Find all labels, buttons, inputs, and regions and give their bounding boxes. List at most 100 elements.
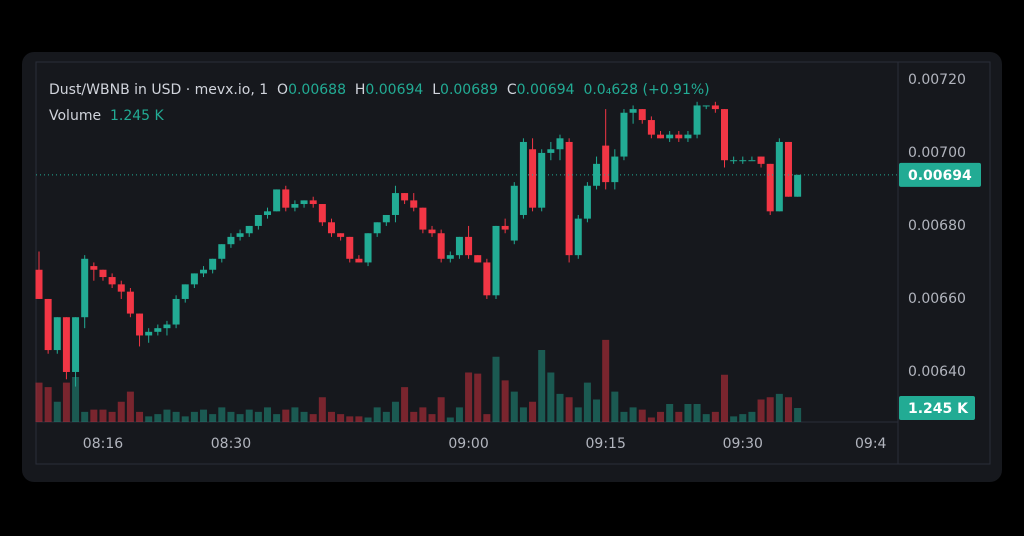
x-tick-label: 09:15 [586, 436, 626, 452]
volume-bar [693, 404, 701, 422]
volume-bar [200, 409, 208, 422]
candle-body [784, 141, 792, 197]
candle-body [300, 200, 308, 205]
volume-bar [657, 411, 665, 422]
volume-bar [428, 414, 436, 422]
candle-body [382, 214, 390, 223]
candle-body [693, 105, 701, 135]
candle-body [629, 109, 637, 113]
volume-bar [35, 382, 43, 422]
volume-bar [309, 414, 317, 422]
volume-bar [455, 407, 463, 422]
candle-body [730, 160, 738, 162]
volume-bar [401, 387, 409, 422]
volume-bar [519, 407, 527, 422]
candle-body [547, 149, 555, 153]
title: Dust/WBNB in USD · mevx.io, 1 [49, 82, 269, 98]
candle-body [181, 284, 189, 299]
x-tick-label: 09:30 [723, 436, 763, 452]
candle-body [657, 134, 665, 139]
candle-body [757, 156, 765, 164]
volume-bar [739, 414, 747, 422]
last-price-label: 0.00694 [908, 168, 972, 184]
volume-bar [245, 409, 253, 422]
volume-bar [145, 416, 153, 422]
candle-body [529, 149, 537, 208]
volume-bar [721, 374, 728, 422]
volume-bar [227, 411, 235, 422]
volume-bar [172, 411, 180, 422]
candle-body [126, 291, 134, 314]
volume-bar [99, 409, 107, 422]
candle-body [465, 236, 473, 256]
volume-bar [547, 372, 555, 422]
volume-bar [711, 411, 719, 422]
label: O [277, 82, 289, 98]
candle-body [428, 229, 436, 234]
candle-body [291, 204, 299, 208]
volume-bar [126, 391, 134, 422]
volume-bar [410, 411, 418, 422]
volume-bar [529, 401, 537, 422]
candle-body [474, 255, 482, 263]
volume-bar [117, 401, 125, 422]
volume-bar [273, 414, 281, 422]
volume-bar [62, 382, 70, 422]
label: C [506, 82, 517, 98]
volume-bar [647, 417, 655, 422]
volume-bar [254, 411, 262, 422]
volume-bar [209, 414, 217, 422]
candle-body [794, 174, 802, 197]
volume-bar [583, 382, 591, 422]
value: 1.245 K [109, 108, 164, 124]
legend-line: Dust/WBNB in USD · mevx.io, 1 O0.00688 H… [49, 82, 710, 98]
volume-bar [483, 414, 491, 422]
change: 0.0₄628 (+0.91%) [583, 82, 710, 98]
volume-bar [300, 411, 308, 422]
candle-body [401, 193, 409, 201]
candle-body [492, 225, 500, 296]
label: Volume [49, 108, 102, 124]
candle-body [190, 273, 198, 285]
candle-body [44, 298, 52, 351]
candle-body [154, 328, 162, 332]
volume-bar [556, 393, 564, 422]
candle-body [218, 244, 226, 259]
y-tick-label: 0.00640 [908, 364, 966, 380]
candle-body [337, 233, 345, 237]
candle-body [739, 160, 747, 162]
candle-body [510, 185, 518, 241]
candle-body [775, 141, 783, 212]
volume-bar [629, 407, 637, 422]
candle-body [675, 134, 683, 139]
candle-body [145, 331, 153, 336]
candle-body [264, 211, 271, 215]
candle-body [437, 233, 445, 259]
volume-bar [291, 407, 299, 422]
volume-bar [327, 411, 335, 422]
x-tick-label: 08:30 [211, 436, 251, 452]
volume-bar [775, 393, 783, 422]
volume-bar [565, 397, 573, 422]
volume-bar [154, 414, 162, 422]
volume-bar [190, 411, 198, 422]
candle-body [611, 156, 619, 183]
volume-bar [757, 399, 765, 422]
value: 0.00694 [516, 82, 575, 98]
y-tick-label: 0.00700 [908, 145, 966, 161]
candle-body [684, 134, 692, 139]
volume-bar [446, 417, 454, 422]
candle-body [172, 298, 180, 325]
volume-bar [364, 417, 372, 422]
volume-bar [419, 407, 427, 422]
volume-bar [44, 387, 52, 422]
y-tick-label: 0.00720 [908, 72, 966, 88]
volume-bar [794, 407, 802, 422]
volume-bar [373, 407, 381, 422]
candle-body [245, 225, 253, 234]
candle-body [35, 269, 43, 299]
volume-bar [282, 409, 290, 422]
volume-bar [593, 399, 601, 422]
label: H [354, 82, 366, 98]
